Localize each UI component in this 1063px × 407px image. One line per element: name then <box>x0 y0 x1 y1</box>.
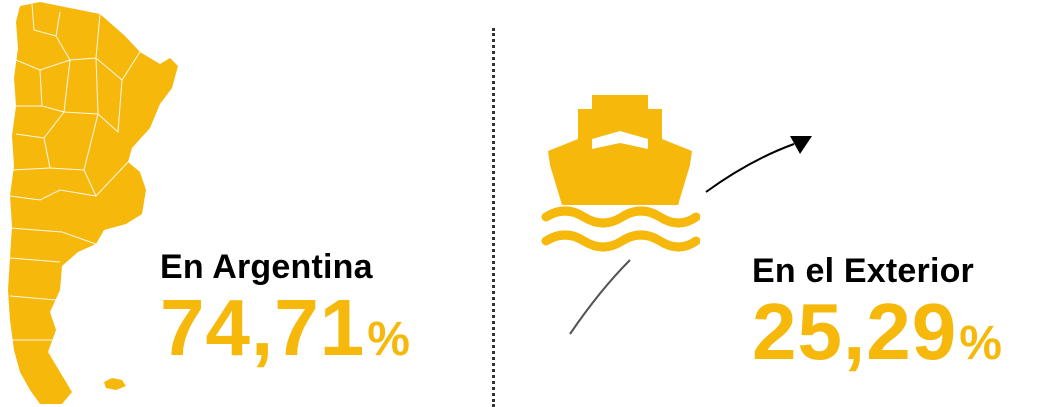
export-arrow <box>569 136 812 335</box>
section-divider <box>492 28 495 407</box>
exterior-unit: % <box>959 317 1002 370</box>
argentina-label: En Argentina <box>160 248 373 286</box>
exterior-value: 25,29% <box>752 292 1002 372</box>
argentina-number: 74,71 <box>160 283 366 372</box>
argentina-value: 74,71% <box>160 288 410 368</box>
ship-icon <box>541 95 700 252</box>
argentina-map-icon <box>8 2 178 404</box>
exterior-label: En el Exterior <box>752 252 974 290</box>
exterior-number: 25,29 <box>752 287 958 376</box>
argentina-stat: En Argentina 74,71% <box>160 250 410 368</box>
exterior-stat: En el Exterior 25,29% <box>752 254 1002 372</box>
argentina-unit: % <box>367 313 410 366</box>
